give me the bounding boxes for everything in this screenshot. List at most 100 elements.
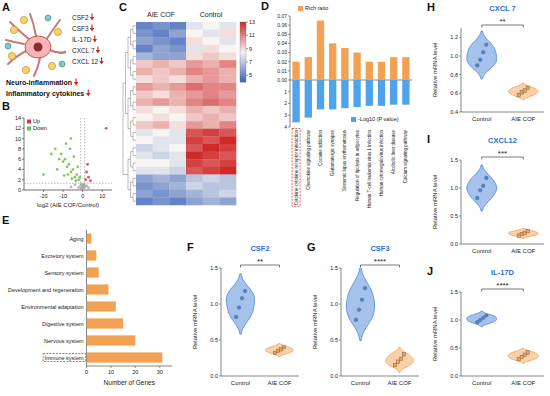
heat-cell	[136, 83, 153, 91]
bar	[87, 250, 97, 260]
point	[393, 364, 396, 367]
colorbar-step	[240, 54, 246, 56]
x-tick-label: 10	[99, 193, 105, 199]
point	[475, 196, 479, 200]
heat-cell	[136, 75, 153, 83]
point	[62, 160, 65, 163]
dendrogram	[133, 41, 136, 49]
legend-label: Rich ratio	[305, 5, 328, 11]
bar	[305, 57, 312, 80]
y-tick	[459, 93, 461, 94]
point	[71, 168, 74, 171]
y-tick-label: 0.5	[450, 345, 458, 351]
point	[77, 178, 80, 181]
dendrogram	[133, 148, 136, 156]
y-tick	[22, 179, 24, 180]
heat-cell	[186, 121, 203, 129]
y-tick	[219, 268, 221, 269]
legend-label: Down	[33, 125, 47, 131]
colorbar-step	[240, 42, 246, 44]
violin	[508, 348, 538, 364]
panel-letter: E	[2, 214, 9, 226]
y-tick	[288, 25, 290, 26]
point	[68, 163, 71, 166]
point	[87, 187, 90, 190]
heat-cell	[203, 22, 220, 30]
bar	[329, 43, 336, 80]
colorbar-step	[240, 44, 246, 46]
y-tick	[22, 128, 24, 129]
down-arrow	[90, 17, 94, 21]
heat-cell	[203, 83, 220, 91]
point	[234, 315, 238, 319]
heat-cell	[153, 53, 170, 61]
heat-cell	[169, 60, 186, 68]
colorbar-step	[240, 74, 246, 76]
heat-cell	[169, 144, 186, 152]
bar	[305, 80, 312, 118]
y-tick	[339, 268, 341, 269]
bar	[378, 62, 385, 80]
heat-cell	[169, 129, 186, 137]
panel-letter: B	[2, 100, 10, 112]
heat-cell	[203, 68, 220, 76]
dendrite	[8, 50, 28, 64]
dendrogram	[131, 182, 134, 197]
heat-cell	[136, 175, 153, 183]
x-tick-label: Control	[472, 380, 491, 386]
x-tick-label: AIE COF	[267, 380, 291, 386]
heat-cell	[169, 182, 186, 190]
heat-cell	[186, 106, 203, 114]
point	[85, 184, 88, 187]
x-tick	[102, 190, 103, 192]
violin	[467, 311, 497, 327]
dendrogram	[133, 26, 136, 34]
heat-cell	[203, 75, 220, 83]
y2-tick-label: 1	[284, 89, 287, 95]
point	[478, 188, 482, 192]
heat-cell	[219, 144, 236, 152]
dendrogram	[131, 152, 134, 167]
heat-cell	[169, 175, 186, 183]
heat-cell	[219, 45, 236, 53]
y-tick	[22, 118, 24, 119]
heat-cell	[153, 159, 170, 167]
heat-cell	[203, 144, 220, 152]
bar	[87, 335, 136, 345]
heat-cell	[153, 144, 170, 152]
heat-cell	[219, 91, 236, 99]
y-tick-label: 0.0	[450, 241, 458, 247]
immune-cell	[45, 15, 51, 21]
y-tick	[22, 159, 24, 160]
y2-tick-label: 3	[284, 112, 287, 118]
heat-cell	[136, 60, 153, 68]
heat-cell	[136, 114, 153, 122]
y-axis-title: Relative mRNA level	[432, 43, 438, 98]
point	[50, 153, 53, 156]
y-tick	[339, 304, 341, 305]
heat-cell	[136, 152, 153, 160]
y-axis	[221, 268, 222, 376]
heat-cell	[153, 68, 170, 76]
category-label: Cocaine addiction	[318, 130, 323, 166]
colorbar-step	[240, 58, 246, 60]
heat-cell	[203, 91, 220, 99]
y-tick	[459, 112, 461, 113]
heat-cell	[203, 182, 220, 190]
heat-cell	[136, 37, 153, 45]
y-tick-label: 10	[15, 136, 21, 142]
x-tick	[110, 366, 111, 368]
panel-letter: I	[427, 133, 430, 145]
dendrogram	[133, 87, 136, 95]
y-tick-label: 1.5	[330, 265, 338, 271]
heat-cell	[136, 190, 153, 198]
significance: **	[257, 257, 263, 266]
x-tick-label: 10	[108, 369, 114, 375]
category-label: Calcium signaling pathway	[403, 129, 408, 183]
heat-cell	[136, 22, 153, 30]
colorbar-step	[240, 60, 246, 62]
point	[484, 314, 488, 318]
y-axis-title: Relative mRNA level	[432, 307, 438, 362]
x-axis	[461, 112, 544, 113]
y-tick	[459, 292, 461, 293]
